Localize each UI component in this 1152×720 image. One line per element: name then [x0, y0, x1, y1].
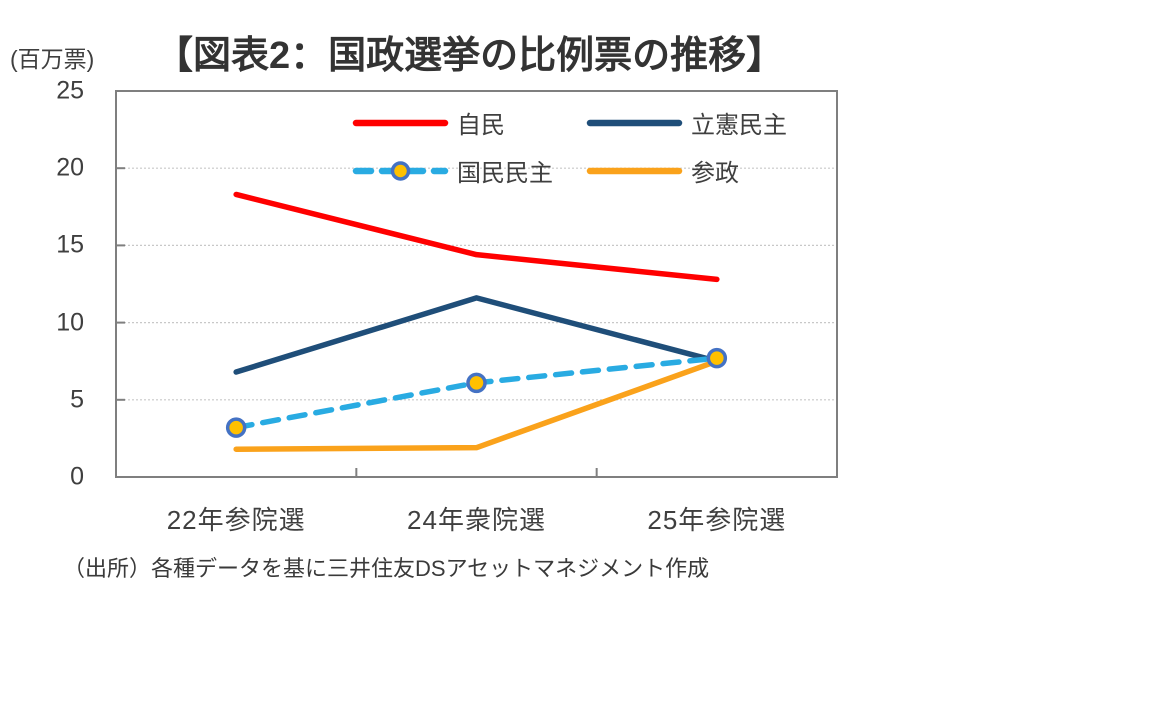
legend-swatch: [586, 119, 683, 126]
data-point-marker-国民民主: [706, 347, 728, 369]
legend-swatch: [352, 119, 449, 126]
y-axis-tick-label: 0: [70, 462, 84, 491]
x-axis-category-label: 22年参院選: [166, 505, 306, 535]
series-line-自民: [233, 191, 720, 283]
legend-swatch: [352, 160, 449, 181]
y-axis-tick-label: 10: [56, 308, 84, 337]
x-axis-category-label: 24年衆院選: [407, 505, 546, 535]
legend-label: 国民民主: [457, 160, 553, 187]
legend-item-立憲民主: 立憲民主: [586, 105, 787, 140]
data-point-marker-国民民主: [225, 417, 247, 438]
series-line-参政: [233, 358, 720, 452]
y-axis-unit-label: (百万票): [10, 46, 95, 72]
legend-label: 参政: [691, 160, 739, 187]
chart-title: 【図表2：国政選挙の比例票の推移】: [155, 35, 785, 77]
source-note: （出所）各種データを基に三井住友DSアセットマネジメント作成: [63, 556, 710, 581]
y-axis-tick-label: 20: [56, 153, 84, 182]
x-axis-category-label: 25年参院選: [647, 505, 787, 535]
y-axis-tick-label: 15: [56, 230, 84, 259]
series-line-立憲民主: [233, 295, 720, 375]
plot-frame: [115, 90, 838, 478]
data-point-marker-国民民主: [466, 372, 487, 394]
legend-label: 立憲民主: [691, 112, 787, 139]
chart-legend: 自民 立憲民主国民民主 参政: [352, 105, 787, 188]
y-axis-tick-label: 25: [56, 76, 84, 105]
legend-item-自民: 自民: [352, 105, 586, 140]
legend-item-国民民主: 国民民主: [352, 153, 586, 188]
legend-swatch: [586, 167, 683, 174]
legend-item-参政: 参政: [586, 153, 787, 188]
legend-label: 自民: [457, 112, 505, 139]
y-axis-tick-label: 5: [70, 385, 84, 414]
